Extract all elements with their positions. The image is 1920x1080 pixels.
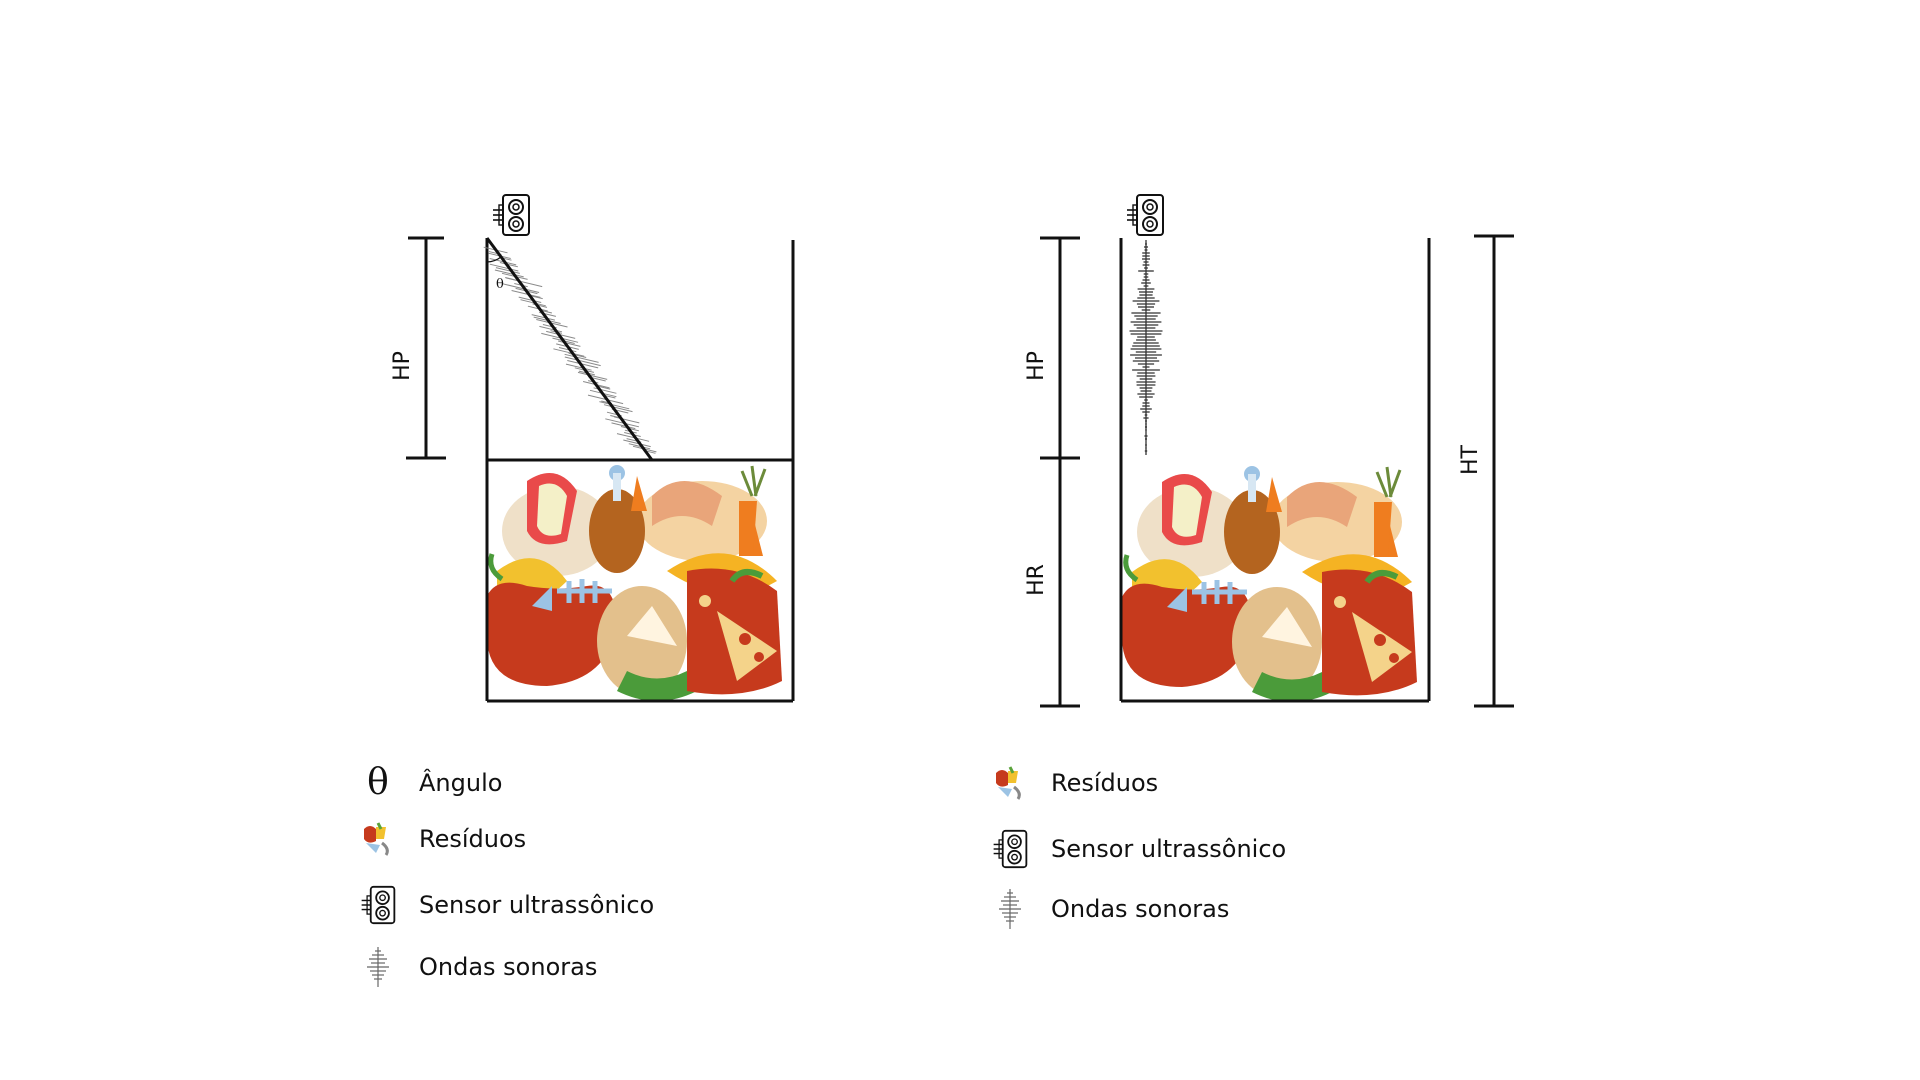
sound-wave-stroke [553, 348, 585, 357]
sound-wave-stroke [539, 325, 563, 333]
left-diagram: θ HP [390, 194, 793, 701]
left-hp-label: HP [390, 351, 415, 381]
legend-item-waste: Resíduos [987, 760, 1158, 806]
sound-wave-stroke [494, 269, 524, 278]
sound-wave-stroke [564, 356, 601, 367]
waste-icon [355, 816, 401, 862]
right-sound-waves [1129, 240, 1163, 455]
sound-wave-stroke [564, 353, 599, 363]
sound-wave-stroke [565, 363, 592, 371]
sound-wave-stroke [577, 371, 608, 380]
ultrasonic-sensor-icon [987, 826, 1033, 872]
legend-label-waves: Ondas sonoras [1051, 895, 1230, 923]
left-ultrasonic-sensor-icon [492, 194, 530, 236]
sound-wave-stroke [567, 360, 599, 369]
sound-wave-stroke [511, 290, 541, 298]
sound-wave-stroke [502, 283, 540, 293]
right-ultrasonic-sensor-icon [1126, 194, 1164, 236]
legend-label-waste: Resíduos [419, 825, 527, 853]
sound-wave-stroke [614, 416, 640, 424]
sound-wave-stroke [531, 314, 556, 321]
angle-arc [486, 256, 502, 263]
right-waste-pile [1122, 462, 1427, 702]
left-waste-pile [487, 461, 792, 701]
sound-wave-stroke [597, 385, 611, 390]
sound-wave-stroke [558, 347, 577, 353]
legend-item-waves: Ondas sonoras [355, 944, 597, 990]
legend-left: θ Ângulo Resíduos Sensor ultrassônico [355, 760, 775, 1000]
right-hr-label: HR [1024, 564, 1049, 596]
sound-wave-stroke [499, 262, 519, 268]
theta-icon: θ [367, 762, 389, 803]
sound-wave-stroke [518, 296, 542, 303]
legend-label-angle: Ângulo [419, 769, 503, 797]
right-ht-label: HT [1458, 444, 1483, 475]
legend-item-sensor: Sensor ultrassônico [355, 882, 654, 928]
angle-theta-label: θ [496, 277, 504, 292]
legend-item-sensor: Sensor ultrassônico [987, 826, 1286, 872]
legend-item-angle: θ Ângulo [355, 760, 502, 806]
legend-label-waves: Ondas sonoras [419, 953, 598, 981]
sound-wave-stroke [611, 422, 636, 430]
ultrasonic-sensor-icon [355, 882, 401, 928]
sound-wave-stroke [599, 401, 630, 410]
sound-wave-stroke [557, 340, 581, 347]
sound-wave-stroke [495, 267, 520, 274]
sound-wave-stroke [616, 433, 650, 442]
right-hp-label: HP [1024, 351, 1049, 381]
legend-label-sensor: Sensor ultrassônico [1051, 835, 1287, 863]
legend-label-sensor: Sensor ultrassônico [419, 891, 655, 919]
sound-waves-icon [355, 944, 401, 990]
waste-icon [987, 760, 1033, 806]
sound-wave-stroke [605, 418, 640, 428]
sound-wave-stroke [603, 404, 633, 413]
sound-wave-stroke [489, 263, 519, 272]
legend-right: Resíduos Sensor ultrassônico Ondas sonor… [987, 760, 1407, 950]
sound-wave-stroke [628, 443, 651, 450]
sound-wave-stroke [505, 277, 543, 288]
legend-item-waves: Ondas sonoras [987, 886, 1229, 932]
sound-wave-stroke [520, 299, 546, 307]
sound-wave-stroke [623, 439, 651, 448]
sound-waves-icon [987, 886, 1033, 932]
right-diagram: HP HR HT [1024, 194, 1514, 708]
left-sensor-beam-line [485, 237, 654, 461]
legend-label-waste: Resíduos [1051, 769, 1159, 797]
legend-item-waste: Resíduos [355, 816, 526, 862]
